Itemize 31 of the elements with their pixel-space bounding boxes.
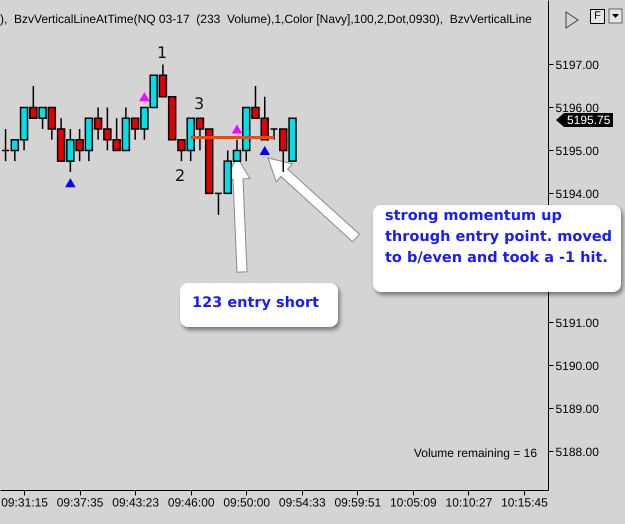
annotation: strong momentum up through entry point. moved to b/even and took a -1 hit.: [373, 205, 621, 292]
x-tick-label: 09:43:23: [112, 496, 160, 510]
x-tick-label: 09:37:35: [56, 496, 104, 510]
y-tick-label: 5188.00: [556, 444, 600, 459]
x-tick-label: 10:10:27: [446, 496, 493, 510]
y-tick-label: 5197.00: [556, 58, 600, 72]
x-tick-label: 09:50:00: [223, 496, 270, 510]
annotation: 1: [157, 43, 168, 62]
x-tick-label: 10:15:45: [501, 496, 548, 510]
y-tick-label: 5196.00: [556, 100, 600, 115]
text: F: [590, 9, 605, 24]
annotation: 3: [194, 94, 204, 113]
y-tick-label: 5189.00: [556, 402, 600, 416]
x-tick-label: 09:54:33: [278, 496, 326, 510]
annotation: 2: [175, 166, 186, 185]
y-tick-label: 5190.00: [556, 358, 600, 373]
x-tick-label: 09:46:00: [168, 496, 215, 510]
point: [232, 124, 242, 134]
annotation: Volume remaining = 16: [414, 446, 537, 460]
x-tick-label: 09:59:51: [334, 496, 382, 510]
text: ), BzvVerticalLineAtTime(NQ 03-17 (233 Volume),1,Color [Navy],100,2,Dot,0930), BzvVerticalLine: [0, 12, 532, 26]
point: [139, 92, 150, 102]
point: [65, 178, 76, 188]
y-tick-label: 5191.00: [556, 316, 600, 330]
y-tick-label: 5195.00: [556, 144, 600, 158]
y-tick-label: 5194.00: [556, 186, 600, 201]
text: 5195.75: [564, 113, 614, 127]
annotation: 123 entry short: [180, 283, 338, 327]
point: [260, 146, 270, 155]
x-tick-label: 10:05:09: [390, 496, 438, 510]
x-tick-label: 09:31:15: [1, 496, 48, 510]
